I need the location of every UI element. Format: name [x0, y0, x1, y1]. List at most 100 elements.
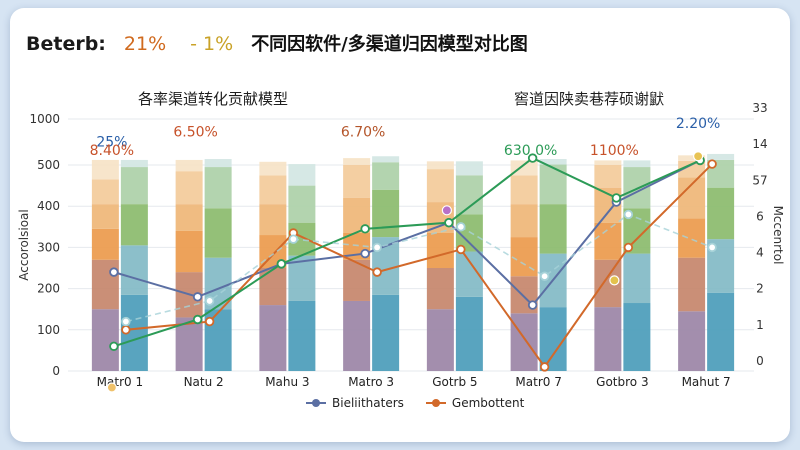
bar-right-segment: [120, 204, 148, 246]
y-right-tick-label: 14: [752, 137, 767, 151]
bar-right-segment: [623, 253, 651, 304]
legend-swatch-2: [425, 398, 446, 408]
bar-left-segment: [91, 179, 119, 205]
series-point: [192, 314, 203, 325]
data-label: 25%: [96, 135, 127, 151]
y-right-tick-label: 2: [756, 282, 764, 296]
y-left-tick-label: 300: [37, 240, 60, 254]
subtitle-left: 各率渠道转化贡献模型: [138, 90, 289, 108]
bar-right-segment: [623, 160, 651, 168]
data-label: 630 0%: [504, 143, 557, 159]
y-left-tick-label: 100: [37, 323, 60, 337]
bar-right-segment: [372, 162, 400, 190]
bar-right-segment: [707, 292, 735, 371]
series-point: [109, 267, 119, 277]
x-tick-label: Gotrb 5: [432, 375, 477, 389]
bar-left-segment: [594, 222, 622, 260]
x-tick-label: Matr0 7: [515, 375, 561, 389]
data-label: 6.50%: [173, 124, 217, 140]
y-left-tick-label: 0: [52, 364, 60, 378]
headline-value-1: 21%: [123, 33, 167, 55]
bar-right-segment: [288, 164, 316, 186]
bar-right-segment: [707, 153, 735, 160]
bar-right-segment: [455, 175, 483, 215]
bar-left-segment: [678, 155, 706, 161]
x-tick-label: Mahu 3: [265, 375, 309, 389]
x-tick-label: Matr0 1: [97, 375, 143, 389]
data-label: 1100%: [590, 143, 639, 159]
bar-left-segment: [259, 305, 287, 371]
bar-left-segment: [510, 204, 538, 238]
bar-right-segment: [455, 296, 483, 371]
bar-right-segment: [120, 167, 148, 205]
data-label: 6.70%: [341, 124, 385, 140]
bar-left-segment: [343, 165, 371, 198]
bar-right-segment: [539, 159, 567, 165]
bar-left-segment: [426, 309, 454, 371]
legend-label-2: Gembottent: [451, 396, 525, 410]
bar-right-segment: [539, 204, 567, 254]
bar-left-segment: [678, 218, 706, 258]
series-point: [121, 325, 131, 335]
series-point: [527, 153, 538, 163]
data-label: 2.20%: [676, 116, 720, 132]
x-tick-label: Mahut 7: [682, 375, 731, 389]
series-line: [125, 213, 713, 323]
y-right-tick-label: 4: [756, 246, 764, 260]
y-right-tick-label: 1: [756, 318, 764, 332]
series-point: [707, 242, 717, 253]
bar-right-segment: [120, 159, 148, 168]
bar-left-segment: [259, 204, 287, 236]
bar-right-segment: [204, 208, 232, 258]
y-left-axis-title: Accorolsioal: [17, 209, 31, 281]
y-left-tick-label: 500: [37, 158, 60, 172]
series-point: [527, 300, 538, 310]
bar-left-segment: [259, 175, 287, 205]
legend: Bieliithaters Gembottent: [306, 396, 524, 410]
bar-left-segment: [91, 259, 119, 310]
series-point: [276, 259, 287, 269]
series-point: [372, 267, 382, 277]
bar-right-segment: [288, 300, 316, 371]
bar-right-segment: [707, 187, 735, 240]
bar-left-segment: [91, 159, 119, 180]
bar-right-segment: [204, 167, 232, 209]
y-left-tick-label: 1000: [29, 112, 60, 126]
series-line: [125, 163, 713, 369]
series-point: [204, 316, 215, 327]
bar-left-segment: [594, 160, 622, 165]
legend-item-1: Bieliithaters: [306, 396, 404, 410]
series-point: [456, 222, 466, 232]
marker-dot: [609, 275, 620, 286]
legend-label-1: Bieliithaters: [332, 396, 404, 410]
bar-left-segment: [259, 161, 287, 176]
series-point: [611, 193, 622, 203]
bar-right-segment: [539, 164, 567, 205]
headline-label: Beterb:: [26, 33, 106, 55]
bar-right-segment: [372, 156, 400, 163]
marker-dot: [441, 205, 452, 216]
bar-left-segment: [510, 313, 538, 371]
legend-swatch-1: [306, 398, 326, 408]
headline: Beterb: 21% - 1% 不同因软件/多渠道归因模型对比图: [26, 30, 528, 60]
bar-right-segment: [204, 159, 232, 168]
bar-left-segment: [175, 171, 203, 205]
series-line: [113, 159, 701, 307]
data-label: 8.40%: [90, 143, 134, 159]
y-right-tick-label: 33: [752, 101, 767, 115]
bar-left-segment: [175, 317, 203, 371]
series-point: [121, 316, 131, 327]
series-point: [204, 296, 215, 306]
y-left-tick-label: 400: [37, 199, 60, 213]
marker-dot: [693, 151, 704, 162]
bar-left-segment: [678, 160, 706, 178]
chart-title: 不同因软件/多渠道归因模型对比图: [251, 34, 528, 55]
bar-left-segment: [343, 300, 371, 371]
bar-left-segment: [510, 160, 538, 176]
bar-left-segment: [343, 158, 371, 165]
series-point: [288, 234, 299, 244]
bar-left-segment: [175, 230, 203, 273]
bar-left-segment: [678, 257, 706, 312]
series-point: [360, 224, 370, 234]
